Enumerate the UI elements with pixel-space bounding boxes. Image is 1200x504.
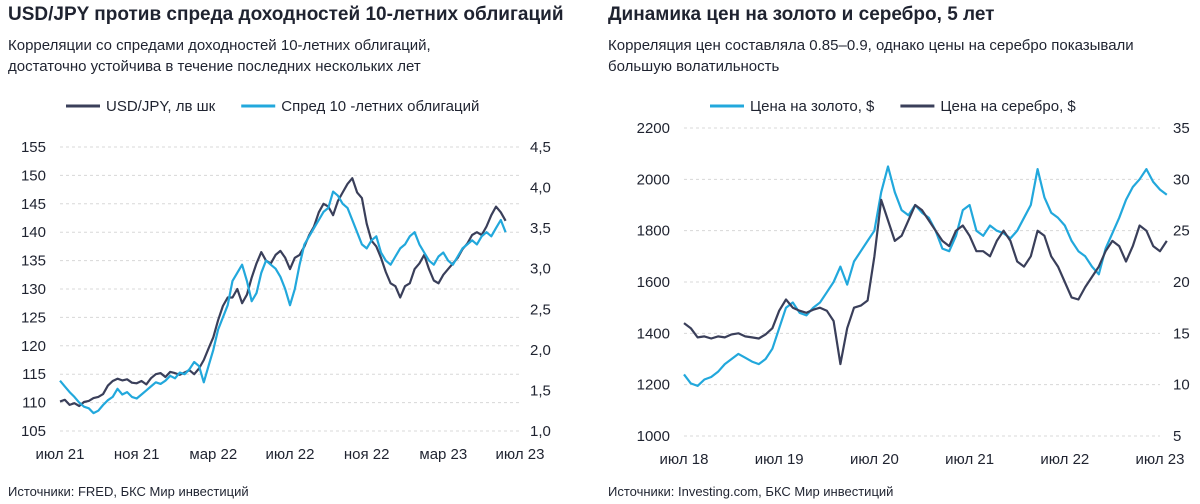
- right-chart-y-left-tick: 1000: [637, 428, 670, 445]
- left-subtitle-line-1: Корреляции со спредами доходностей 10-ле…: [8, 37, 431, 54]
- right-chart-y-right-tick: 20: [1173, 274, 1190, 291]
- left-chart-x-tick: ноя 22: [344, 446, 390, 463]
- right-chart-source: Источники: Investing.com, БКС Мир инвест…: [608, 484, 894, 499]
- left-chart-title: USD/JPY против спреда доходностей 10-лет…: [8, 4, 564, 25]
- right-chart-y-left-tick: 2000: [637, 171, 670, 188]
- right-subtitle-line-1: Корреляция цен составляла 0.85–0.9, одна…: [608, 37, 1134, 54]
- left-chart-y-left-tick: 105: [21, 423, 46, 440]
- right-chart-x-tick: июл 22: [1040, 451, 1089, 468]
- right-chart-y-left-tick: 1200: [637, 377, 670, 394]
- left-chart-y-left-tick: 155: [21, 139, 46, 156]
- right-chart-y-right-tick: 35: [1173, 120, 1190, 137]
- left-chart-subtitle: Корреляции со спредами доходностей 10-ле…: [8, 35, 588, 77]
- right-chart-y-right-tick: 5: [1173, 428, 1181, 445]
- right-chart-y-left-tick: 1600: [637, 274, 670, 291]
- left-chart-y-right-tick: 3,5: [530, 220, 551, 237]
- left-chart-y-left-tick: 145: [21, 196, 46, 213]
- right-chart-panel: Динамика цен на золото и серебро, 5 лет …: [600, 0, 1200, 504]
- right-chart-x-tick: июл 19: [755, 451, 804, 468]
- left-subtitle-line-2: достаточно устойчива в течение последних…: [8, 58, 421, 75]
- left-chart-x-tick: июл 23: [496, 446, 545, 463]
- left-chart-source: Источники: FRED, БКС Мир инвестиций: [8, 484, 249, 499]
- left-chart-x-tick: июл 22: [266, 446, 315, 463]
- right-chart-x-tick: июл 20: [850, 451, 899, 468]
- left-chart-y-left-tick: 135: [21, 253, 46, 270]
- left-chart-y-left-tick: 125: [21, 309, 46, 326]
- left-chart-legend-label-1: USD/JPY, лв шк: [106, 98, 216, 115]
- left-chart-y-right-tick: 3,0: [530, 261, 551, 278]
- right-chart-title: Динамика цен на золото и серебро, 5 лет: [608, 4, 995, 25]
- left-chart-y-right-tick: 2,5: [530, 301, 551, 318]
- right-chart-series-line-2: [683, 198, 1168, 366]
- right-chart-x-tick: июл 23: [1136, 451, 1185, 468]
- left-chart-x-tick: ноя 21: [114, 446, 160, 463]
- right-chart-y-left-tick: 1400: [637, 325, 670, 342]
- left-chart-y-left-tick: 110: [22, 395, 46, 412]
- left-chart-y-right-tick: 1,5: [530, 382, 551, 399]
- left-chart-x-tick: июл 21: [36, 446, 85, 463]
- left-chart-panel: USD/JPY против спреда доходностей 10-лет…: [8, 4, 588, 499]
- left-chart-y-left-tick: 140: [21, 224, 46, 241]
- right-chart-subtitle: Корреляция цен составляла 0.85–0.9, одна…: [608, 35, 1188, 77]
- right-chart-x-tick: июл 21: [945, 451, 994, 468]
- left-chart-x-tick: мар 22: [189, 446, 237, 463]
- right-subtitle-line-2: большую волатильность: [608, 58, 780, 75]
- right-chart-legend-label-2: Цена на серебро, $: [940, 98, 1076, 115]
- left-chart-y-right-tick: 4,0: [530, 180, 551, 197]
- left-chart-y-right-tick: 2,0: [530, 342, 551, 359]
- left-chart-y-left-tick: 130: [21, 281, 46, 298]
- right-chart-y-left-tick: 1800: [637, 223, 670, 240]
- left-chart-y-left-tick: 150: [21, 167, 46, 184]
- right-chart-y-left-tick: 2200: [637, 120, 670, 137]
- left-chart-y-right-tick: 4,5: [530, 139, 551, 156]
- right-chart-series-line-1: [683, 165, 1168, 387]
- right-chart-y-right-tick: 10: [1173, 377, 1190, 394]
- left-chart-series-line-1: [59, 177, 507, 408]
- left-chart-legend-label-2: Спред 10 -летних облигаций: [281, 98, 479, 115]
- left-chart-y-right-tick: 1,0: [530, 423, 551, 440]
- right-chart-legend-label-1: Цена на золото, $: [750, 98, 875, 115]
- right-chart-x-tick: июл 18: [660, 451, 709, 468]
- right-chart-svg: 1000 1200 1400 1600 1800 2000 2200 5 10 15 20 25 30 3…: [637, 98, 1190, 468]
- left-chart-svg: 105 110 115 120 125 130 135 140 145 150 155 1,0 1,5 2…: [21, 98, 551, 463]
- left-chart-x-tick: мар 23: [419, 446, 467, 463]
- left-chart-y-left-tick: 115: [22, 366, 46, 383]
- right-chart-y-right-tick: 30: [1173, 171, 1190, 188]
- right-chart-y-right-tick: 15: [1173, 325, 1190, 342]
- left-chart-y-left-tick: 120: [21, 338, 46, 355]
- right-chart-y-right-tick: 25: [1173, 223, 1190, 240]
- left-chart-series-line-2: [59, 190, 507, 415]
